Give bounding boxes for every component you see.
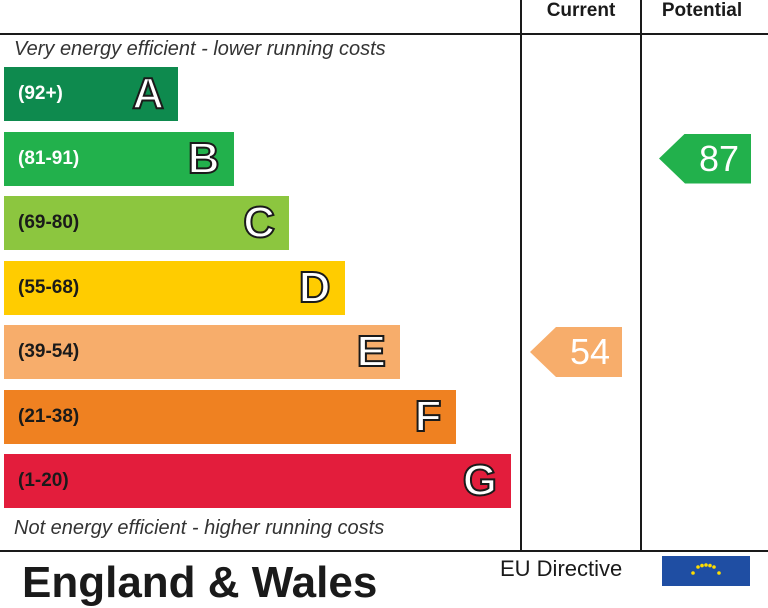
column-header-current: Current [546, 0, 616, 21]
current-rating-value: 54 [569, 331, 610, 372]
column-header-potential: Potential [661, 0, 743, 21]
band-d: (55-68) D [4, 260, 345, 315]
band-d-range: (55-68) [18, 276, 80, 298]
vertical-divider-middle [640, 0, 642, 550]
band-g-range: (1-20) [18, 470, 69, 491]
band-d-letter: D [298, 262, 332, 312]
eu-flag-icon [662, 556, 750, 586]
band-f-letter: F [414, 391, 443, 441]
band-b-letter: B [187, 133, 221, 183]
footer-title: England & Wales [22, 558, 378, 607]
band-c: (69-80) C [4, 196, 289, 250]
potential-rating-arrow: 87 [659, 133, 751, 184]
band-e: (39-54) E [4, 325, 400, 379]
band-e-range: (39-54) [18, 341, 80, 362]
band-a-range: (92+) [18, 83, 63, 104]
eu-directive-label: EU Directive [500, 556, 623, 581]
band-g: (1-20) G [4, 454, 511, 508]
bottom-caption: Not energy efficient - higher running co… [14, 517, 385, 539]
band-a-letter: A [131, 69, 165, 118]
band-a: (92+) A [4, 67, 178, 121]
band-f-range: (21-38) [18, 405, 80, 427]
top-caption: Very energy efficient - lower running co… [14, 38, 386, 60]
band-e-letter: E [356, 327, 387, 376]
band-f: (21-38) F [4, 389, 456, 444]
header-rule [0, 33, 768, 35]
potential-rating-value: 87 [698, 137, 739, 179]
vertical-divider-left [520, 0, 522, 550]
band-b-range: (81-91) [18, 147, 80, 169]
footer-rule [0, 550, 768, 552]
band-c-range: (69-80) [18, 212, 80, 233]
band-b: (81-91) B [4, 131, 234, 186]
current-rating-arrow: 54 [530, 327, 622, 377]
band-c-letter: C [242, 198, 276, 247]
band-g-letter: G [462, 456, 498, 505]
